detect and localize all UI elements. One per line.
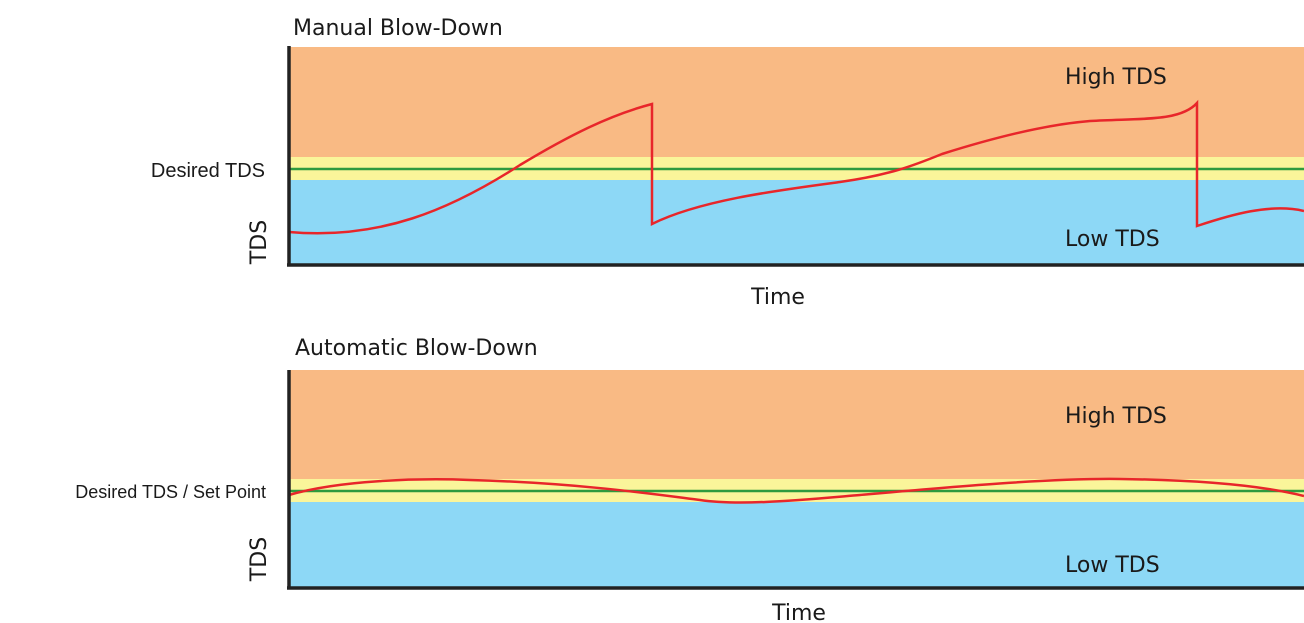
automatic-low-tds-label: Low TDS bbox=[1065, 553, 1160, 578]
manual-y-axis-label: TDS bbox=[247, 220, 272, 265]
manual-x-axis-label: Time bbox=[750, 285, 805, 310]
manual-high-tds-label: High TDS bbox=[1065, 65, 1167, 90]
automatic-title: Automatic Blow-Down bbox=[295, 336, 538, 361]
manual-tds-curve bbox=[288, 99, 1304, 235]
automatic-tds-curve bbox=[288, 477, 1304, 504]
automatic-high-tds-label: High TDS bbox=[1065, 404, 1167, 429]
automatic-panel: Automatic Blow-Down High TDS Low TDS Des… bbox=[75, 336, 1304, 623]
manual-low-zone bbox=[289, 180, 1304, 265]
manual-title: Manual Blow-Down bbox=[293, 16, 503, 41]
manual-low-tds-label: Low TDS bbox=[1065, 227, 1160, 252]
automatic-low-zone bbox=[289, 502, 1304, 588]
automatic-desired-tds-label: Desired TDS / Set Point bbox=[75, 482, 266, 502]
automatic-x-axis-label: Time bbox=[771, 601, 826, 623]
manual-high-zone bbox=[289, 47, 1304, 157]
manual-desired-tds-label: Desired TDS bbox=[151, 160, 265, 182]
automatic-y-axis-label: TDS bbox=[247, 537, 272, 582]
manual-panel: Manual Blow-Down High TDS Low TDS Desire… bbox=[151, 16, 1304, 310]
automatic-high-zone bbox=[289, 370, 1304, 479]
